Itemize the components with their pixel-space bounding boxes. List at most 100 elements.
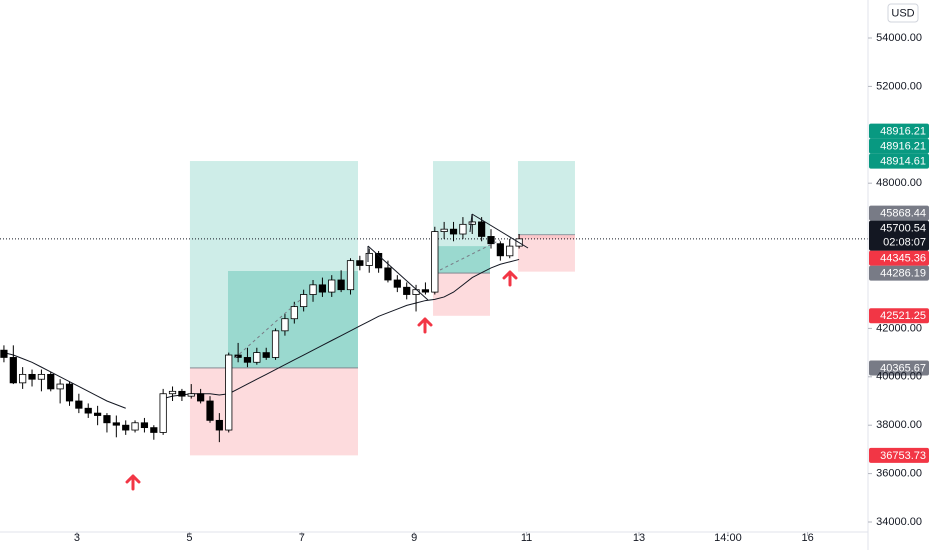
y-tick-label: 42000.00 <box>876 322 922 334</box>
candle-body <box>112 422 120 426</box>
candle-body <box>9 357 17 384</box>
y-tick-label: 54000.00 <box>876 32 922 44</box>
candle-body <box>431 231 439 293</box>
price-tag: 45868.44 <box>880 207 926 219</box>
price-tag-bg <box>869 250 929 266</box>
price-tag: 48916.21 <box>880 125 926 137</box>
candle-body <box>440 228 448 232</box>
candle-body <box>243 357 252 363</box>
candle-body <box>65 383 74 402</box>
x-tick-label: 9 <box>411 532 417 544</box>
progress-zone <box>517 234 575 239</box>
y-tick-label: 52000.00 <box>876 80 922 92</box>
candle-body <box>159 393 167 433</box>
candle-body <box>290 306 298 320</box>
moving-average <box>163 258 520 400</box>
x-tick-label: 14:00 <box>714 532 742 544</box>
candle-body <box>187 393 195 397</box>
y-tick-label: 38000.00 <box>876 419 922 431</box>
currency[interactable]: USD <box>891 7 914 19</box>
y-tick-label: 40000.00 <box>876 371 922 383</box>
candle-body <box>412 289 420 295</box>
candle-body <box>487 236 495 245</box>
trend-line <box>469 213 473 233</box>
candle-body <box>506 245 514 257</box>
price-tag-bg <box>869 265 929 281</box>
candle-body <box>47 373 55 390</box>
candle-body <box>375 252 383 269</box>
target-zone <box>433 161 491 274</box>
progress-zone <box>228 270 358 368</box>
target-zone <box>517 161 575 235</box>
price-tag: 44286.19 <box>880 267 926 279</box>
candle-body <box>140 422 149 429</box>
price-tag-bg <box>869 205 929 221</box>
price-tag-bg <box>869 123 929 139</box>
candle-body <box>271 330 280 358</box>
candle-body <box>459 223 467 235</box>
price-tag: 48916.21 <box>880 140 926 152</box>
price-tag-bg <box>869 447 929 463</box>
candle-body <box>234 354 242 358</box>
candle-body <box>225 354 233 431</box>
candle-body <box>262 352 270 358</box>
candle-body <box>168 390 177 395</box>
trend-line <box>367 245 429 301</box>
price-tag-bg <box>869 138 929 154</box>
x-tick-label: 3 <box>74 532 80 544</box>
stop-zone <box>517 234 575 272</box>
price-tag: 44345.36 <box>880 252 926 264</box>
candle-body <box>449 228 458 235</box>
candle-body <box>103 415 111 424</box>
y-tick-label: 34000.00 <box>876 516 922 528</box>
candle-body <box>309 284 317 295</box>
candle-body <box>253 352 261 363</box>
currency-box[interactable] <box>887 3 919 23</box>
price-tag-bg <box>869 220 929 251</box>
trend-line <box>471 213 529 249</box>
candle-body <box>300 294 308 308</box>
price-tag-bg <box>869 308 929 324</box>
candle-body <box>281 318 289 332</box>
x-tick-label: 7 <box>299 532 305 544</box>
candle-body <box>478 221 486 237</box>
candle-body <box>122 424 130 431</box>
trend-dash <box>439 239 501 271</box>
price-tags: 48916.21 40365.67 36753.73 48914.61 44286.19… <box>869 123 929 463</box>
candle-body <box>421 289 430 293</box>
price-tag: 36753.73 <box>880 450 926 462</box>
candle-body <box>197 393 205 402</box>
candle-body <box>19 373 27 384</box>
candle-body <box>75 400 83 409</box>
plot <box>0 161 868 456</box>
price-tag: 42521.25 <box>880 310 926 322</box>
x-tick-label: 16 <box>801 532 813 544</box>
candle-body <box>178 390 186 397</box>
candle-body <box>328 279 336 293</box>
signal-arrow <box>417 317 433 334</box>
countdown: 02:08:07 <box>883 236 926 248</box>
candle-body <box>28 373 36 380</box>
candle-body <box>496 243 504 257</box>
trend-dash <box>234 299 301 359</box>
moving-average <box>3 352 126 409</box>
candle-body <box>365 252 373 266</box>
candle-body <box>56 383 64 390</box>
stop-zone <box>189 367 358 456</box>
price-tag: 45700.54 <box>880 222 926 234</box>
candle-body <box>206 400 214 421</box>
candle-body <box>356 260 364 266</box>
price-tag: 48914.61 <box>880 155 926 167</box>
candle-body <box>403 286 411 295</box>
signal-arrow <box>125 474 141 491</box>
candle-body <box>150 427 158 433</box>
x-tick-label: 13 <box>633 532 645 544</box>
drawings <box>125 213 529 491</box>
candle-body <box>346 260 355 291</box>
candle-body <box>393 279 401 288</box>
y-tick-label: 36000.00 <box>876 468 922 480</box>
candle-body <box>131 422 139 431</box>
candle-body <box>37 373 46 380</box>
